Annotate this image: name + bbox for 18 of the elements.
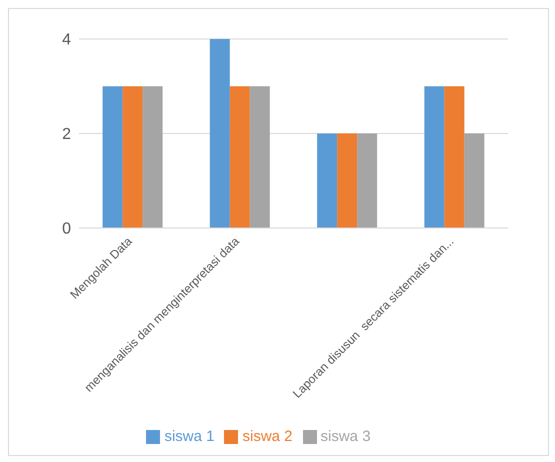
bar	[250, 86, 270, 228]
y-tick-label: 0	[62, 220, 72, 238]
bar	[424, 86, 444, 228]
bar	[317, 134, 338, 228]
bar	[230, 86, 250, 228]
legend-label: siswa 1	[164, 428, 214, 445]
bar	[444, 86, 464, 228]
bar	[210, 39, 230, 228]
legend-label: siswa 3	[320, 428, 371, 445]
y-tick-label: 2	[62, 126, 72, 144]
bar	[357, 134, 378, 228]
bar	[142, 86, 163, 228]
bar	[102, 86, 123, 228]
bar	[337, 134, 358, 228]
bar	[122, 86, 143, 228]
bar	[464, 134, 484, 228]
y-tick-label: 4	[62, 32, 72, 49]
legend-label: siswa 2	[242, 428, 293, 445]
